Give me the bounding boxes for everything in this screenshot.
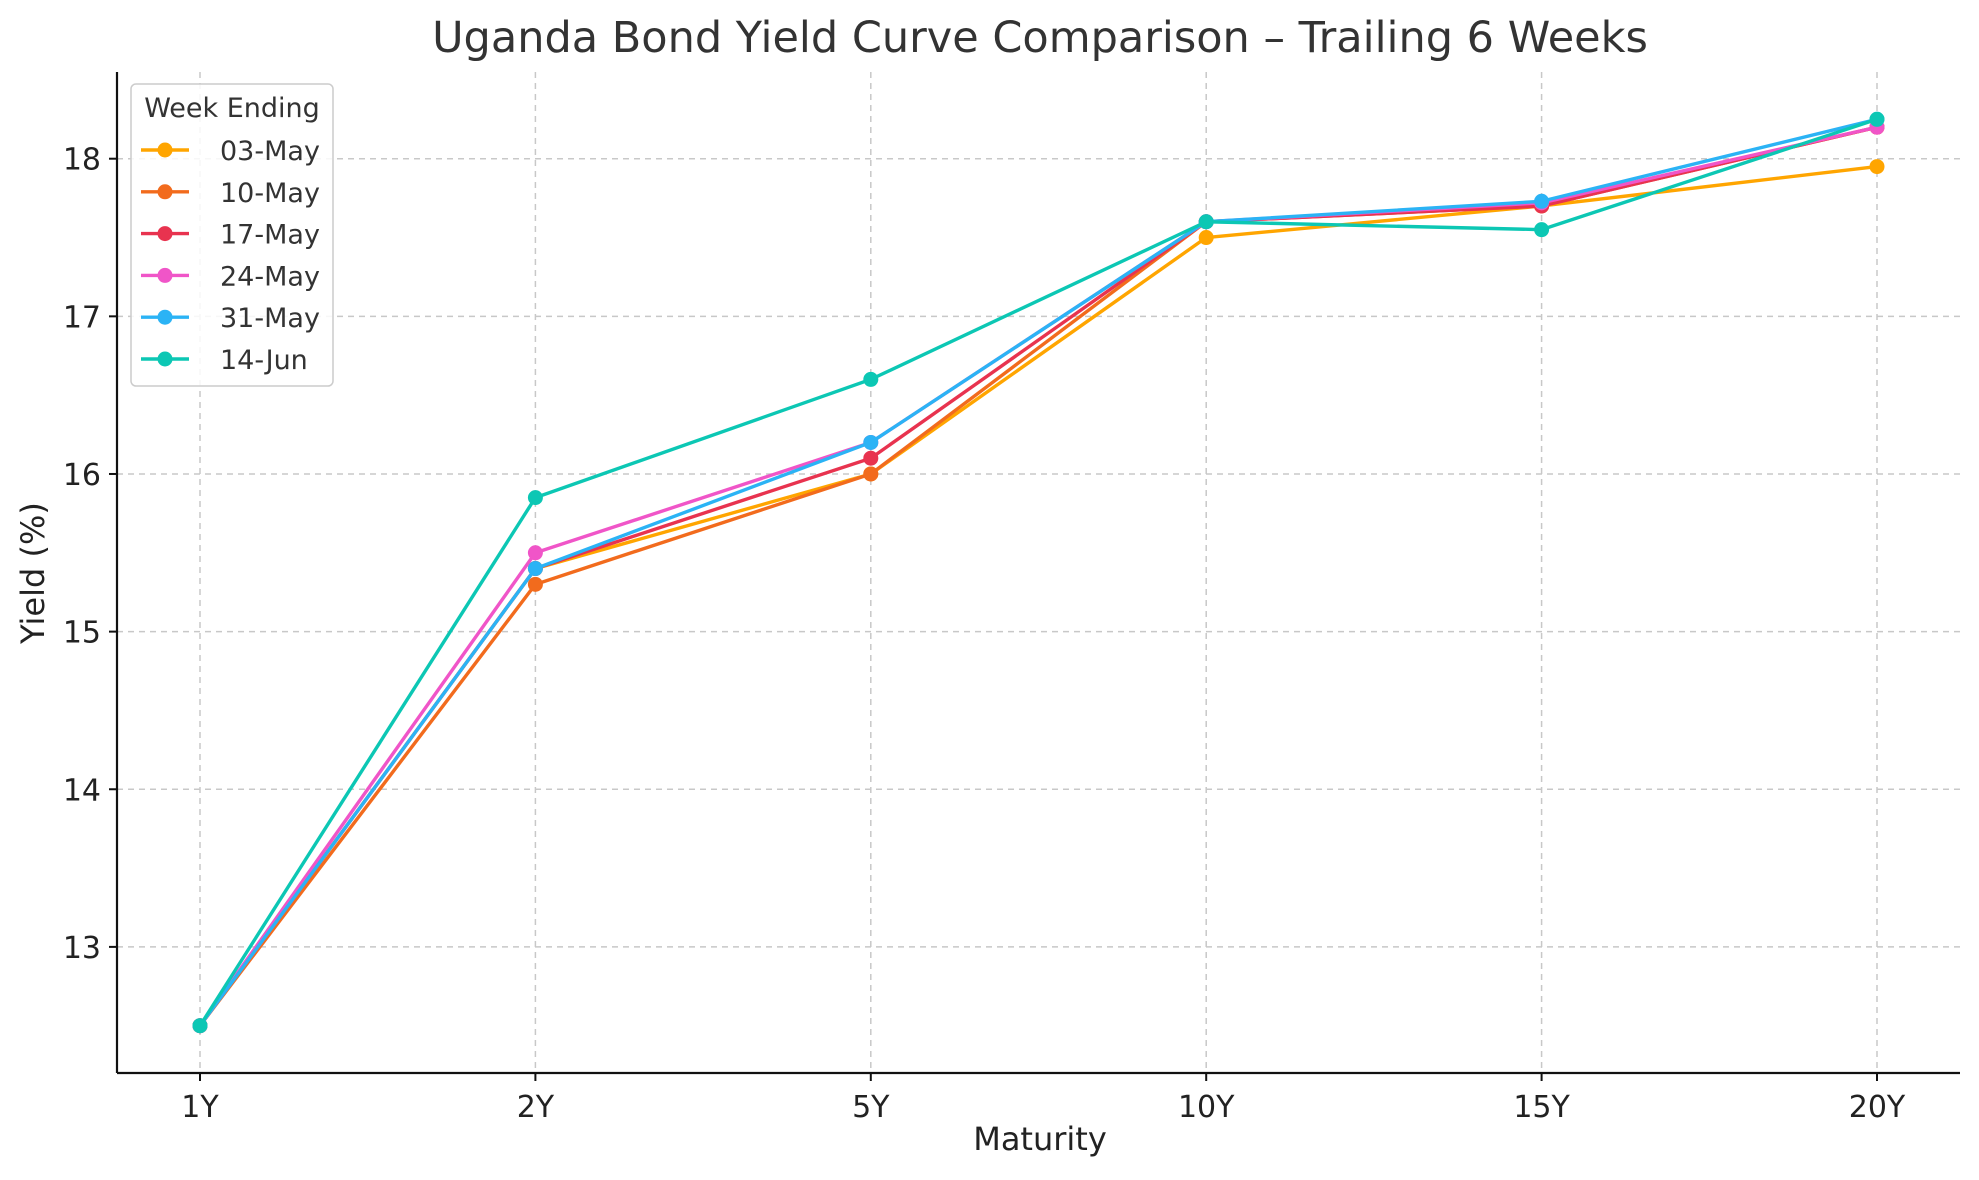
legend-label: 24-May xyxy=(220,261,320,292)
x-tick-label: 1Y xyxy=(181,1090,219,1125)
data-point xyxy=(192,1018,208,1034)
y-axis-label: Yield (%) xyxy=(14,502,52,645)
series-line xyxy=(198,125,1879,1028)
legend-item: 17-May xyxy=(141,220,320,251)
data-point xyxy=(527,576,543,592)
data-point xyxy=(863,450,879,466)
legend-swatch-marker xyxy=(157,226,173,242)
data-point xyxy=(527,561,543,577)
series-03-May xyxy=(192,159,1885,1034)
data-point xyxy=(1534,193,1550,209)
y-tick-label: 17 xyxy=(63,300,101,335)
legend-item: 14-Jun xyxy=(141,345,308,376)
legend-label: 03-May xyxy=(220,136,320,167)
series-layer xyxy=(192,111,1885,1034)
legend-swatch-marker xyxy=(157,309,173,325)
legend-label: 10-May xyxy=(220,178,320,209)
legend-label: 14-Jun xyxy=(220,345,308,376)
data-point xyxy=(1198,230,1214,246)
legend-item: 24-May xyxy=(141,261,320,292)
legend-title: Week Ending xyxy=(144,93,320,124)
legend-label: 17-May xyxy=(220,220,320,251)
legend-label: 31-May xyxy=(220,303,320,334)
series-24-May xyxy=(192,119,1885,1034)
y-tick-label: 16 xyxy=(63,458,101,493)
y-tick-label: 13 xyxy=(63,931,101,966)
x-tick-label: 20Y xyxy=(1849,1090,1906,1125)
series-31-May xyxy=(192,111,1885,1034)
x-tick-label: 10Y xyxy=(1178,1090,1235,1125)
legend: Week Ending 03-May 10-May 17-May 24-May 31-Ma… xyxy=(130,83,334,387)
legend-item: 03-May xyxy=(141,136,320,167)
series-10-May xyxy=(192,119,1885,1034)
data-point xyxy=(863,434,879,450)
series-14-Jun xyxy=(192,111,1885,1034)
series-line xyxy=(198,117,1879,1028)
legend-swatch-marker xyxy=(157,142,173,158)
legend-swatch-marker xyxy=(157,267,173,283)
y-tick-label: 15 xyxy=(63,616,101,651)
series-line xyxy=(198,164,1879,1028)
y-tick-label: 14 xyxy=(63,773,101,808)
legend-swatch-marker xyxy=(157,184,173,200)
x-axis-label: Maturity xyxy=(973,1120,1107,1158)
x-tick-label: 5Y xyxy=(852,1090,890,1125)
series-17-May xyxy=(192,119,1885,1034)
x-tick-label: 15Y xyxy=(1513,1090,1570,1125)
data-point xyxy=(1534,222,1550,238)
data-point xyxy=(863,371,879,387)
chart-title: Uganda Bond Yield Curve Comparison – Tra… xyxy=(432,13,1648,63)
data-point xyxy=(1869,159,1885,175)
data-point xyxy=(527,490,543,506)
data-point xyxy=(527,545,543,561)
axes: 1Y 2Y 5Y 10Y 15Y 20Y 13 14 15 16 17 18 xyxy=(63,72,1960,1125)
x-tick-label: 2Y xyxy=(517,1090,555,1125)
y-tick-label: 18 xyxy=(63,143,101,178)
data-point xyxy=(1869,111,1885,127)
legend-swatch-marker xyxy=(157,351,173,367)
legend-item: 10-May xyxy=(141,178,320,209)
data-point xyxy=(1198,214,1214,230)
legend-item: 31-May xyxy=(141,303,320,334)
series-line xyxy=(198,125,1879,1028)
grid xyxy=(117,72,1960,1073)
series-line xyxy=(198,125,1879,1028)
legend-box xyxy=(130,83,334,387)
data-point xyxy=(863,466,879,482)
series-line xyxy=(198,117,1879,1028)
